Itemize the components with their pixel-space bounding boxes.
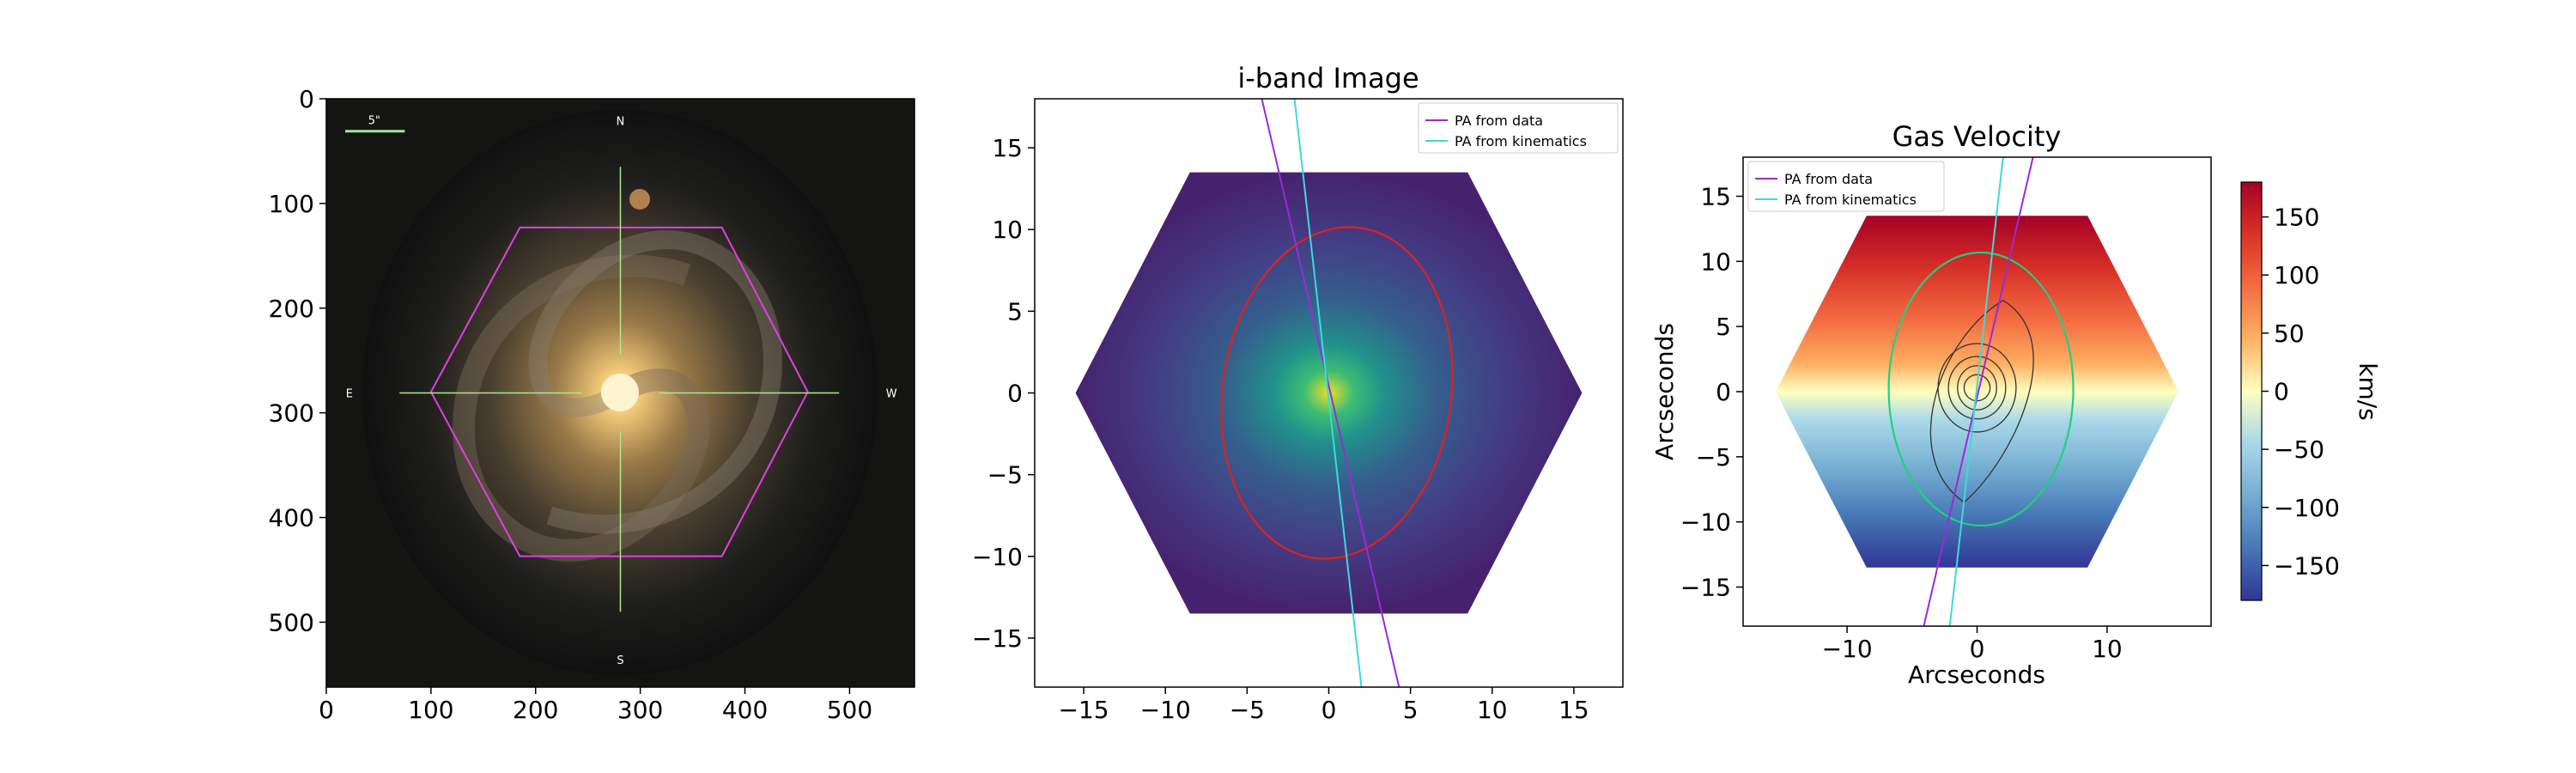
x-tick-label: 300 xyxy=(617,696,663,724)
velocity-ellipse xyxy=(1887,251,2075,527)
pa-lines xyxy=(1923,157,2034,626)
galaxy-spiral-arm xyxy=(452,254,710,562)
legend-box xyxy=(1418,102,1619,154)
legend-label: PA from data xyxy=(1784,171,1873,187)
x-tick-label: 0 xyxy=(319,696,334,724)
pa-line xyxy=(1923,157,2034,626)
y-tick-label: −5 xyxy=(1696,443,1731,472)
y-tick-label: −10 xyxy=(1680,508,1731,537)
pa-line xyxy=(1948,157,2004,626)
iband-ellipse xyxy=(1220,226,1454,560)
flux-contours xyxy=(1929,300,2034,503)
legend: PA from data PA from kinematics xyxy=(1747,161,1945,212)
colorbar-tick-label: −50 xyxy=(2274,435,2324,464)
x-tick-label: 10 xyxy=(2092,635,2123,663)
x-tick-label: −15 xyxy=(1059,696,1109,724)
contour xyxy=(1929,300,2034,503)
y-tick-label: 0 xyxy=(1716,378,1731,406)
crosshair xyxy=(399,167,840,612)
axis-ticks: −10 0 10 −15 −10 −5 0 5 10 15 xyxy=(1680,183,2123,664)
x-tick-label: 0 xyxy=(1321,696,1337,724)
foreground-star xyxy=(629,189,650,210)
y-tick-label: 100 xyxy=(269,190,314,218)
compass-west-label: W xyxy=(886,387,897,400)
contour xyxy=(1947,356,2007,420)
y-tick-label: 5 xyxy=(1716,313,1731,341)
x-tick-label: −5 xyxy=(1230,696,1265,724)
y-tick-label: 0 xyxy=(1007,380,1023,408)
legend-label: PA from kinematics xyxy=(1784,192,1917,208)
y-tick-label: 200 xyxy=(269,295,314,323)
colorbar-tick-label: 150 xyxy=(2274,204,2319,232)
y-tick-label: 15 xyxy=(1700,183,1731,211)
compass-north-label: N xyxy=(617,115,625,128)
colorbar-tick-label: −100 xyxy=(2274,494,2340,522)
pa-line xyxy=(1293,99,1363,687)
pa-line xyxy=(1261,99,1400,687)
chart-title: i-band Image xyxy=(1237,62,1419,94)
legend-label: PA from data xyxy=(1455,113,1543,129)
axis-ticks: 0 100 200 300 400 500 0 100 200 300 400 500 xyxy=(269,85,873,724)
y-tick-label: 5 xyxy=(1007,297,1023,326)
plot-frame xyxy=(325,98,915,688)
y-tick-label: −15 xyxy=(972,624,1023,653)
axis-ticks: −15 −10 −5 0 5 10 15 −15 −10 −5 0 5 10 15 xyxy=(972,134,1589,724)
ifu-hexagon xyxy=(429,226,809,557)
y-tick-label: −15 xyxy=(1680,574,1731,602)
colorbar xyxy=(2240,181,2263,601)
panel-i-band: i-band Image −15 −10 −5 0 5 10 15 −15 −10 −5 0 5 10 1… xyxy=(972,62,1624,724)
chart-title: Gas Velocity xyxy=(1893,120,2062,153)
colorbar-tick-label: −150 xyxy=(2274,551,2340,580)
scale-bar-label: 5" xyxy=(368,114,380,127)
colorbar-tick-label: 0 xyxy=(2274,378,2289,406)
legend-label: PA from kinematics xyxy=(1455,133,1587,149)
colorbar-tick-label: 50 xyxy=(2274,320,2305,348)
y-tick-label: 0 xyxy=(299,85,314,113)
colorbar-tick-label: 100 xyxy=(2274,261,2319,289)
x-tick-label: 400 xyxy=(722,696,768,724)
galaxy-bulge xyxy=(601,374,639,411)
pa-lines xyxy=(1261,99,1400,687)
x-tick-label: 200 xyxy=(513,696,558,724)
y-tick-label: −5 xyxy=(987,461,1023,490)
x-tick-label: 0 xyxy=(1970,635,1985,663)
legend-box xyxy=(1747,161,1945,212)
y-tick-label: −10 xyxy=(972,543,1023,571)
y-tick-label: 15 xyxy=(992,134,1023,162)
x-tick-label: 100 xyxy=(408,696,453,724)
x-tick-label: 5 xyxy=(1403,696,1419,724)
x-tick-label: 10 xyxy=(1477,696,1508,724)
legend: PA from data PA from kinematics xyxy=(1418,102,1619,154)
x-tick-label: 15 xyxy=(1558,696,1589,724)
y-tick-label: 300 xyxy=(269,399,314,428)
x-tick-label: −10 xyxy=(1822,635,1873,663)
y-tick-label: 10 xyxy=(992,216,1023,244)
panel-optical-image: 5" N S E W 0 100 200 300 400 500 0 100 200 300 400… xyxy=(269,85,915,724)
compass-east-label: E xyxy=(346,387,353,400)
compass-south-label: S xyxy=(617,654,623,667)
colorbar-label: km/s xyxy=(2354,362,2382,421)
contour xyxy=(1957,365,1997,411)
colorbar-ticks: 150 100 50 0 −50 −100 −150 xyxy=(2262,204,2340,580)
y-tick-label: 400 xyxy=(269,504,314,533)
x-axis-label: Arcseconds xyxy=(1908,660,2045,689)
y-tick-label: 10 xyxy=(1700,247,1731,276)
x-tick-label: 500 xyxy=(827,696,872,724)
y-tick-label: 500 xyxy=(269,608,314,636)
x-tick-label: −10 xyxy=(1140,696,1191,724)
y-axis-label: Arcseconds xyxy=(1650,323,1679,460)
galaxy-spiral-arm xyxy=(528,230,783,534)
